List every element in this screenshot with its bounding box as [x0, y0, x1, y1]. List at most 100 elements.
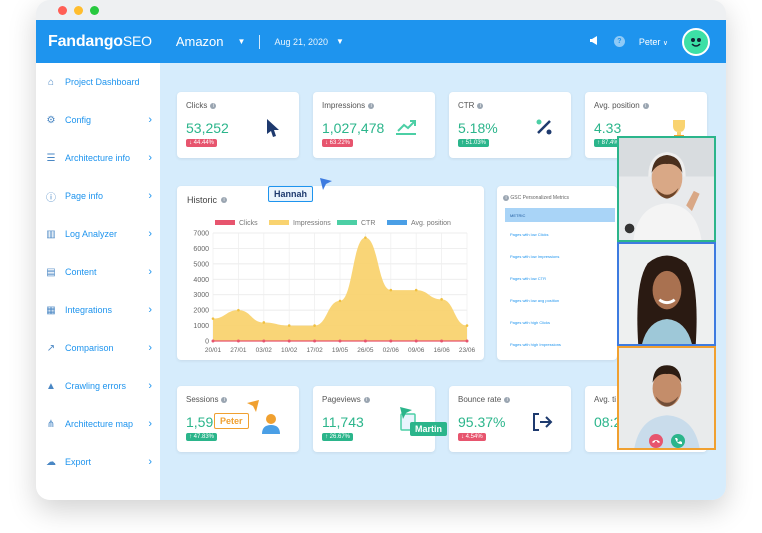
change-badge: ↓ 44.44% — [186, 139, 218, 147]
metric-card-sessions[interactable]: Sessions i 1,591 ↑ 47.83% — [177, 386, 299, 452]
smiley-icon — [691, 37, 701, 47]
gsc-row-link[interactable]: Pages with low Clicks — [510, 232, 549, 237]
sidebar-item-architecture-info[interactable]: ☰ Architecture info › — [36, 139, 160, 177]
end-call-button[interactable] — [649, 434, 663, 448]
chevron-right-icon: › — [148, 418, 152, 430]
close-window-button[interactable] — [58, 5, 67, 15]
exit-icon — [531, 412, 553, 437]
brand-logo[interactable]: FandangoSEO — [48, 32, 152, 50]
clicks-point[interactable] — [262, 339, 266, 343]
info-icon[interactable]: i — [503, 195, 509, 201]
chevron-right-icon: › — [148, 456, 152, 468]
clicks-point[interactable] — [389, 339, 393, 343]
metric-value: 1,027,478 — [322, 120, 385, 136]
historic-title-text: Historic — [187, 195, 218, 205]
sidebar-item-label: Architecture map — [65, 419, 134, 429]
sidebar-item-content[interactable]: ▤ Content › — [36, 253, 160, 291]
minimize-window-button[interactable] — [74, 5, 83, 15]
gsc-row-link[interactable]: Pages with low Impressions — [510, 254, 560, 259]
gsc-row-link[interactable]: Pages with low CTR — [510, 276, 547, 281]
maximize-window-button[interactable] — [90, 5, 99, 15]
metric-card-impressions[interactable]: Impressions i 1,027,478 ↓ 63.22% — [313, 92, 435, 158]
accept-call-button[interactable] — [671, 434, 685, 448]
sitemap-icon: ⋔ — [46, 418, 56, 430]
clicks-point[interactable] — [236, 339, 240, 343]
impressions-point[interactable] — [440, 298, 443, 301]
historic-title: Historic i — [187, 195, 228, 205]
cloud-download-icon: ☁ — [46, 456, 56, 468]
impressions-point[interactable] — [414, 288, 418, 292]
video-tile-2[interactable] — [617, 242, 716, 346]
legend-label[interactable]: Impressions — [293, 220, 331, 227]
sidebar-item-project-dashboard[interactable]: ⌂ Project Dashboard — [36, 63, 160, 101]
clicks-point[interactable] — [338, 339, 342, 343]
metric-card-bounce-rate[interactable]: Bounce rate i 95.37% ↓ 4.54% — [449, 386, 571, 452]
legend-label[interactable]: Clicks — [239, 220, 258, 227]
sidebar-item-architecture-map[interactable]: ⋔ Architecture map › — [36, 405, 160, 443]
impressions-point[interactable] — [237, 308, 240, 312]
cursor-icon — [265, 118, 281, 143]
home-icon: ⌂ — [47, 76, 55, 88]
info-icon[interactable]: i — [368, 102, 375, 109]
legend-label[interactable]: CTR — [361, 220, 375, 227]
clicks-point[interactable] — [211, 339, 215, 343]
info-icon[interactable]: i — [504, 396, 511, 403]
info-icon[interactable]: i — [363, 396, 370, 403]
metric-title: Pageviews i — [322, 395, 370, 404]
sidebar-item-log-analyzer[interactable]: ▥ Log Analyzer › — [36, 215, 160, 253]
x-tick-label: 09/06 — [408, 347, 425, 354]
top-navbar: FandangoSEO Amazon ▼ Aug 21, 2020 ▼ ? Pe… — [36, 20, 726, 63]
sidebar-item-label: Project Dashboard — [65, 77, 140, 87]
impressions-point[interactable] — [465, 324, 469, 327]
clicks-point[interactable] — [465, 339, 469, 343]
date-dropdown-icon[interactable]: ▼ — [336, 37, 344, 46]
video-tile-1[interactable] — [617, 136, 716, 242]
megaphone-icon[interactable] — [589, 36, 600, 47]
impressions-point[interactable] — [313, 324, 316, 327]
metric-card-pageviews[interactable]: Pageviews i 11,743 ↑ 26.67% — [313, 386, 435, 452]
impressions-point[interactable] — [211, 317, 215, 320]
impressions-point[interactable] — [389, 288, 393, 292]
clicks-point[interactable] — [313, 339, 317, 343]
sidebar-item-integrations[interactable]: ▦ Integrations › — [36, 291, 160, 329]
help-icon[interactable]: ? — [613, 36, 625, 47]
date-selector[interactable]: Aug 21, 2020 — [274, 36, 328, 47]
info-icon[interactable]: i — [210, 102, 217, 109]
clicks-point[interactable] — [414, 339, 418, 343]
metric-card-clicks[interactable]: Clicks i 53,252 ↓ 44.44% — [177, 92, 299, 158]
video-tile-3[interactable] — [617, 346, 716, 450]
impressions-point[interactable] — [287, 324, 291, 327]
impressions-point[interactable] — [338, 299, 342, 303]
sidebar-item-crawling-errors[interactable]: ▲ Crawling errors › — [36, 367, 160, 405]
metric-title: Impressions i — [322, 101, 375, 110]
sidebar-item-config[interactable]: ⚙ Config › — [36, 101, 160, 139]
user-menu[interactable]: Peter ∨ — [638, 36, 668, 47]
sidebar-item-comparison[interactable]: ↗ Comparison › — [36, 329, 160, 367]
legend-swatch — [337, 220, 357, 225]
clicks-point[interactable] — [363, 339, 367, 343]
info-icon[interactable]: i — [642, 102, 649, 109]
info-icon[interactable]: i — [221, 197, 228, 203]
phone-hangup-icon — [652, 440, 660, 443]
sidebar-item-page-info[interactable]: ⓘ Page info › — [36, 177, 160, 215]
impressions-point[interactable] — [364, 236, 367, 239]
info-icon[interactable]: i — [221, 396, 228, 403]
x-tick-label: 16/06 — [433, 347, 450, 354]
legend-label[interactable]: Avg. position — [411, 220, 451, 227]
gsc-row-link[interactable]: Pages with low avg position — [510, 298, 560, 303]
clicks-point[interactable] — [440, 339, 444, 343]
gsc-row-link[interactable]: Pages with high Impressions — [510, 342, 561, 347]
metric-card-ctr[interactable]: CTR i 5.18% ↑ 51.03% — [449, 92, 571, 158]
metric-title: CTR i — [458, 101, 484, 110]
project-selector[interactable]: Amazon — [176, 34, 224, 49]
info-icon[interactable]: i — [477, 102, 484, 109]
gsc-row-link[interactable]: Pages with high Clicks — [510, 320, 551, 325]
y-tick-label: 2000 — [193, 308, 209, 315]
clicks-point[interactable] — [287, 339, 291, 343]
trend-up-icon — [395, 118, 417, 141]
avatar[interactable] — [682, 27, 710, 56]
project-dropdown-icon[interactable]: ▼ — [237, 37, 246, 46]
x-tick-label: 20/01 — [205, 347, 222, 354]
impressions-point[interactable] — [262, 321, 266, 324]
sidebar-item-export[interactable]: ☁ Export › — [36, 443, 160, 481]
